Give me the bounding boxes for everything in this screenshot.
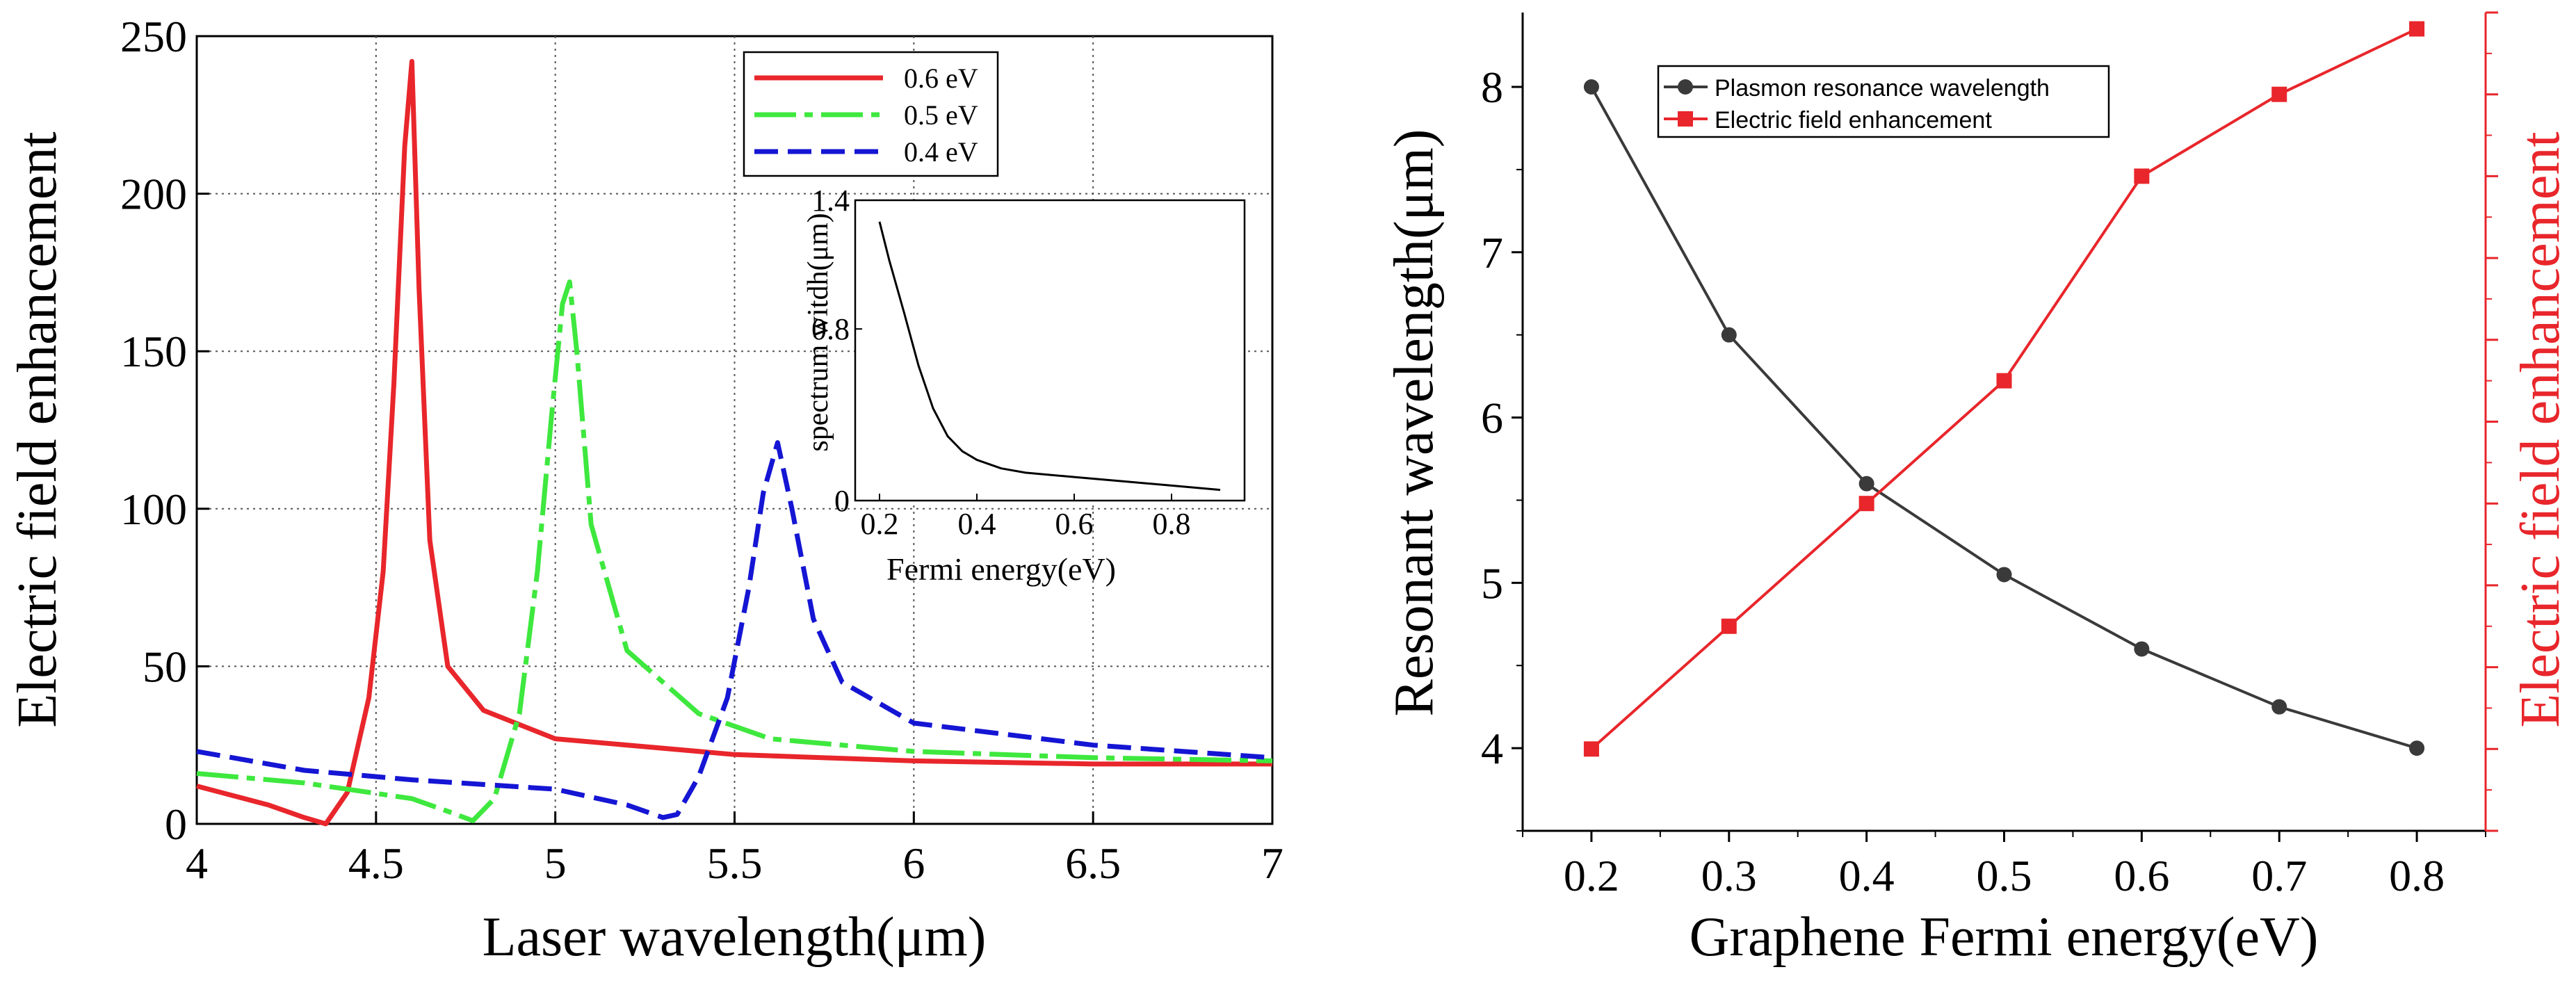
right-ytick-label: 8 xyxy=(1481,63,1503,112)
right-xtick-label: 0.7 xyxy=(2251,851,2307,900)
inset-ticks: 0.2 0.4 0.6 0.8 0 0.8 1.4 xyxy=(811,184,1191,541)
right-ylabel-right: Electric field enhancement xyxy=(2510,131,2571,727)
right-ytick-label: 4 xyxy=(1481,724,1503,773)
legend-label-efield: Electric field enhancement xyxy=(1715,107,1992,133)
left-xtick-label: 5 xyxy=(544,838,567,888)
right-legend: Plasmon resonance wavelength Electric fi… xyxy=(1657,65,2110,138)
inset-ylabel: spectrum witdh(μm) xyxy=(802,213,834,451)
right-xtick-label: 0.8 xyxy=(2389,851,2445,900)
efield-point xyxy=(1583,741,1599,757)
inset-ytick-label: 1.4 xyxy=(811,184,850,218)
inset-chart: 0.2 0.4 0.6 0.8 0 0.8 1.4 Fermi energy(eV) spe… xyxy=(802,184,1246,587)
left-ylabel: Electric field enhancement xyxy=(7,131,68,727)
left-xtick-label: 4.5 xyxy=(348,838,404,888)
right-xtick-label: 0.6 xyxy=(2114,851,2169,900)
left-xtick-label: 6 xyxy=(902,838,925,888)
left-ytick-label: 250 xyxy=(120,12,187,61)
left-ytick-label: 0 xyxy=(165,800,187,849)
right-ylabel: Resonant wavelength(μm) xyxy=(1384,129,1445,717)
right-ticks: 0.2 0.3 0.4 0.5 0.6 0.7 0.8 4 5 6 7 8 xyxy=(1481,11,2498,900)
left-ytick-label: 50 xyxy=(143,642,187,691)
plasmon-point xyxy=(2271,699,2287,715)
left-ytick-label: 150 xyxy=(120,327,187,376)
efield-point xyxy=(1858,496,1874,512)
right-xtick-label: 0.5 xyxy=(1977,851,2032,900)
inset-xlabel: Fermi energy(eV) xyxy=(886,551,1116,587)
left-ticks: 4 4.5 5 5.5 6 6.5 7 0 50 100 150 200 250 xyxy=(120,12,1283,888)
right-ytick-label: 7 xyxy=(1481,228,1503,277)
right-xlabel: Graphene Fermi energy(eV) xyxy=(1690,907,2319,968)
left-xtick-label: 7 xyxy=(1261,838,1283,888)
left-ytick-label: 100 xyxy=(120,485,187,534)
plasmon-point xyxy=(1583,79,1599,95)
inset-frame xyxy=(854,199,1246,502)
series-0-5ev xyxy=(196,279,1273,823)
right-ytick-label: 5 xyxy=(1481,558,1503,608)
efield-point xyxy=(2271,86,2287,102)
efield-point xyxy=(2409,21,2425,37)
right-xtick-label: 0.3 xyxy=(1701,851,1757,900)
efield-point xyxy=(1721,618,1737,634)
inset-xtick-label: 0.4 xyxy=(958,507,996,541)
left-ytick-label: 200 xyxy=(120,170,187,219)
left-xtick-label: 6.5 xyxy=(1065,838,1121,888)
left-xtick-label: 5.5 xyxy=(707,838,763,888)
right-legend-box xyxy=(1657,65,2110,138)
right-ytick-label: 6 xyxy=(1481,394,1503,443)
left-legend: 0.6 eV 0.5 eV 0.4 eV xyxy=(743,51,999,177)
series-0-4ev xyxy=(196,440,1273,820)
efield-point xyxy=(2134,168,2150,184)
right-chart: 0.2 0.3 0.4 0.5 0.6 0.7 0.8 4 5 6 7 8 Graphene Ferm… xyxy=(1384,11,2571,968)
plasmon-point xyxy=(1858,476,1874,492)
inset-series xyxy=(878,221,1221,492)
left-xtick-label: 4 xyxy=(186,838,208,888)
inset-series-line xyxy=(878,221,1221,492)
series-plasmon-line xyxy=(1590,86,2417,750)
left-series xyxy=(196,58,1273,827)
efield-point xyxy=(1996,373,2012,389)
inset-ytick-label: 0.8 xyxy=(811,312,850,346)
inset-xtick-label: 0.2 xyxy=(861,507,899,541)
plasmon-point xyxy=(1721,327,1737,343)
inset-ytick-label: 0 xyxy=(834,484,850,518)
legend-marker-efield xyxy=(1678,111,1693,127)
plasmon-point xyxy=(2409,740,2425,756)
right-series xyxy=(1583,21,2425,757)
plasmon-point xyxy=(1996,567,2012,583)
legend-marker-plasmon xyxy=(1678,79,1693,95)
series-0-6ev xyxy=(196,58,1272,827)
left-chart: 4 4.5 5 5.5 6 6.5 7 0 50 100 150 200 250 Laser wavel… xyxy=(7,12,1283,968)
inset-xtick-label: 0.6 xyxy=(1055,507,1094,541)
right-xtick-label: 0.4 xyxy=(1839,851,1895,900)
legend-label-05: 0.5 eV xyxy=(904,99,978,131)
left-xlabel: Laser wavelength(μm) xyxy=(483,907,987,968)
legend-label-06: 0.6 eV xyxy=(904,63,978,94)
legend-label-04: 0.4 eV xyxy=(904,136,978,168)
inset-xtick-label: 0.8 xyxy=(1153,507,1191,541)
plasmon-point xyxy=(2134,641,2150,657)
legend-label-plasmon: Plasmon resonance wavelength xyxy=(1715,75,2050,102)
right-xtick-label: 0.2 xyxy=(1564,851,1619,900)
